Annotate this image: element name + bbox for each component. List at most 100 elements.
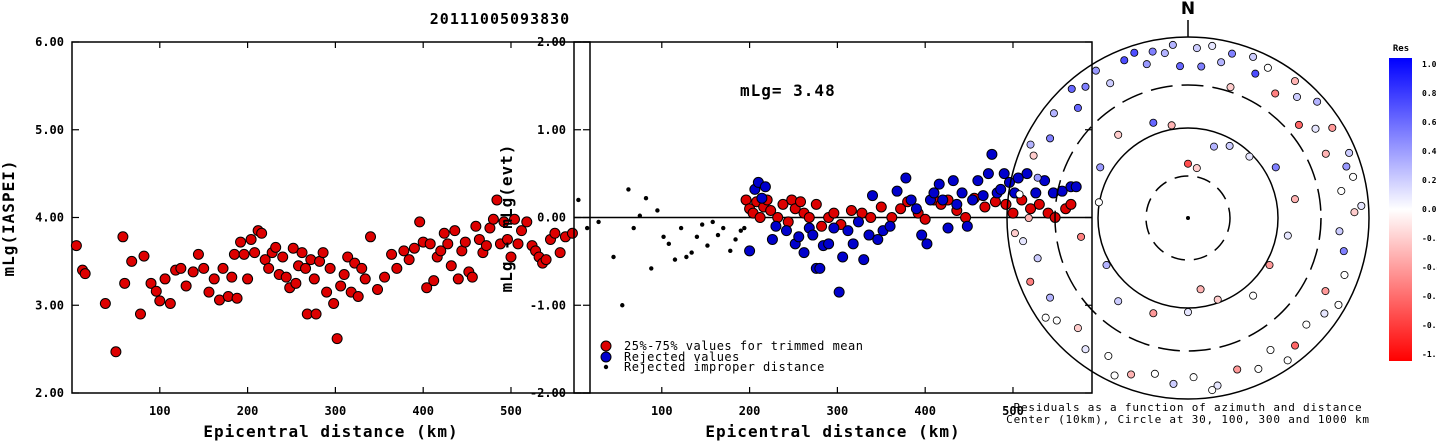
data-point [810,198,822,210]
colorbar-tick-label: 0.0 [1422,205,1437,214]
residual-point [1114,297,1123,306]
data-point [150,285,162,297]
data-point [263,262,275,274]
data-point [126,255,138,267]
y-tick-label: 6.00 [35,35,64,49]
residual-point [1049,109,1058,118]
data-point [782,216,794,228]
residual-point [1217,58,1226,67]
data-point [875,201,887,213]
ring-30km [1145,175,1231,261]
data-point [947,175,959,187]
data-point [335,280,347,292]
y-tick-label: 2.00 [35,386,64,400]
data-point [379,271,391,283]
data-point [795,196,807,208]
data-point [823,238,835,250]
colorbar-tick-label: 0.6 [1422,118,1437,127]
residual-point [1197,62,1206,71]
residual-point [1073,103,1082,112]
y-tick-label: 2.00 [537,35,566,49]
data-point [584,225,590,231]
data-point [164,297,176,309]
data-point [99,297,111,309]
data-point [501,233,513,245]
residual-point [1176,62,1185,71]
data-point [342,251,354,263]
residual-point [1210,142,1219,151]
data-point [473,233,485,245]
data-point [296,247,308,259]
residual-point [1213,381,1222,390]
residual-point [1127,370,1136,379]
data-point [626,187,631,192]
azimuth-residual-plot: N Residuals as a function of azimuth and… [1006,0,1370,426]
data-point [466,271,478,283]
residual-point [1249,52,1258,61]
residual-point [1189,373,1198,382]
y-tick-label: 4.00 [35,211,64,225]
data-point [715,232,721,238]
data-point [919,213,931,225]
data-point [138,250,150,262]
ring-100km [1097,127,1279,309]
data-point [689,250,694,255]
legend-label-improper: Rejected improper distance [624,360,825,374]
data-point [154,295,166,307]
data-point [414,216,426,228]
data-point [814,262,826,274]
colorbar-tick-label: 0.2 [1422,176,1437,185]
data-point [684,254,689,260]
y-axis-label: mLg(IASPEI) [0,160,18,277]
residual-point [1283,356,1292,365]
residual-point [1339,247,1348,256]
residual-point [1293,92,1302,101]
residual-point [1033,173,1042,182]
residual-point [1120,56,1129,65]
data-point [759,181,771,193]
data-point [310,308,322,320]
y-tick-label: -2.00 [530,386,566,400]
data-point [235,236,247,248]
data-point [180,280,192,292]
data-point [710,219,715,225]
caption-line-2: Center (10km), Circle at 30, 100, 300 an… [1006,413,1370,426]
x-tick-label: 200 [237,404,259,418]
data-point [744,245,756,257]
residual-point [1283,231,1292,240]
residual-point [1010,229,1019,238]
residual-point [1168,40,1177,49]
x-tick-label: 300 [325,404,347,418]
data-point [916,229,928,241]
data-point [424,238,436,250]
magnitude-vs-distance-plot: 100 200 300 400 500 2.00 3.00 4.00 5.00 6.00 Epic… [0,35,591,441]
residual-point [1046,293,1055,302]
data-point [891,185,903,197]
residual-point [1290,195,1299,204]
residual-point [1091,66,1100,75]
data-point [305,254,317,266]
residual-point [1340,270,1349,279]
residual-point [1249,291,1258,300]
data-point [110,346,122,358]
residual-point [1226,83,1235,92]
data-point [445,260,457,272]
x-tick-label: 100 [149,404,171,418]
residual-point [1265,261,1274,270]
data-points [576,148,1082,308]
data-point [1025,203,1037,215]
residual-point [1160,49,1169,58]
data-point [198,262,210,274]
data-point [895,203,907,215]
data-point [372,283,384,295]
data-point [238,248,250,260]
data-point [1033,198,1045,210]
data-point [549,227,561,239]
residual-point [1271,89,1280,98]
data-point [217,262,229,274]
residual-point [1033,254,1042,263]
data-point [847,238,859,250]
data-point [242,273,254,285]
residual-point [1110,371,1119,380]
residual-point [1041,313,1050,322]
